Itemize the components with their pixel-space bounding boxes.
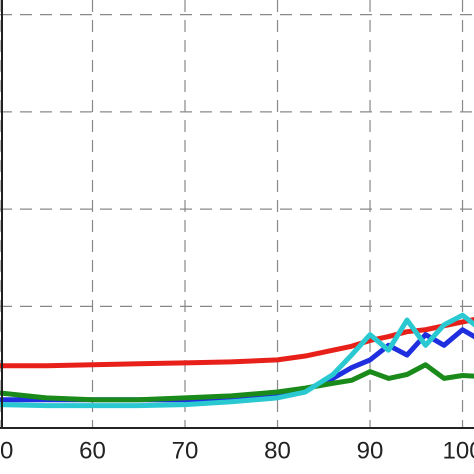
tick-labels: 50 60 70 80 90 100 [0, 437, 474, 464]
x-tick-label: 90 [357, 437, 384, 464]
grid [0, 0, 474, 428]
x-tick-label: 70 [172, 437, 199, 464]
series-line [0, 312, 474, 409]
x-tick-label: 100 [443, 437, 474, 464]
lines [0, 312, 474, 409]
x-tick-label: 60 [79, 437, 106, 464]
series-line [0, 362, 474, 403]
x-tick-label: 80 [264, 437, 291, 464]
x-tick-label: 50 [0, 437, 13, 464]
